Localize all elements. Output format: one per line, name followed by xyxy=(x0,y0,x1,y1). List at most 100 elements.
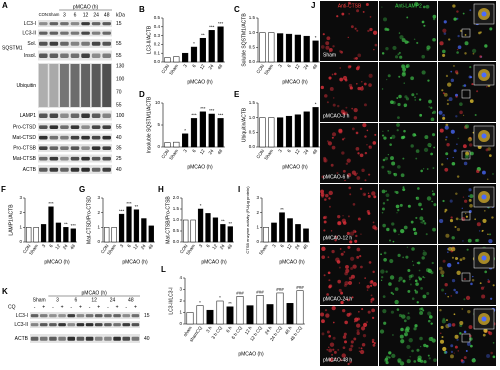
cell-signal xyxy=(470,151,474,156)
cell-signal xyxy=(420,221,423,224)
cell-signal xyxy=(472,275,474,278)
panel-letter: I xyxy=(238,185,240,194)
category-label: 24 xyxy=(303,63,310,70)
cell-signal xyxy=(356,9,360,13)
cell-signal xyxy=(320,85,324,90)
cell-signal xyxy=(347,1,351,5)
cell-signal xyxy=(353,116,358,120)
cell-signal xyxy=(359,255,362,258)
cell-signal xyxy=(356,331,360,336)
cell-signal xyxy=(331,353,333,356)
micrograph xyxy=(379,123,437,183)
panel-letter: E xyxy=(234,90,240,99)
blot-membrane xyxy=(30,312,140,319)
category-label: 6 xyxy=(286,63,292,68)
cell-signal xyxy=(366,209,370,214)
cell-signal xyxy=(402,279,406,283)
group-name: 48 xyxy=(128,297,134,303)
cell-signal xyxy=(356,176,361,180)
cell-signal xyxy=(481,294,486,299)
band xyxy=(67,323,76,327)
micrograph xyxy=(379,306,437,366)
cell-signal xyxy=(391,161,396,166)
cell-signal xyxy=(439,308,442,312)
cell-signal xyxy=(332,97,335,99)
cell-signal xyxy=(397,253,401,257)
inset-nucleus xyxy=(481,194,487,200)
cell-signal xyxy=(370,284,373,287)
cell-signal xyxy=(347,172,352,177)
row-label: LC3-I xyxy=(16,313,28,319)
cell-signal xyxy=(398,75,401,78)
cell-signal xyxy=(337,221,342,226)
cell-signal xyxy=(371,340,375,344)
cell-signal xyxy=(355,234,358,238)
band xyxy=(102,167,111,172)
cell-signal xyxy=(427,79,430,82)
kda-marker: 40 xyxy=(144,336,150,342)
panel-letter: H xyxy=(158,185,164,194)
cell-signal xyxy=(366,129,369,132)
panel-letter: G xyxy=(79,185,85,194)
cell-signal xyxy=(397,209,400,212)
category-label: Sham xyxy=(258,243,269,256)
row-label: Sham xyxy=(323,52,336,58)
y-tick-label: 3 xyxy=(97,195,100,200)
cell-signal xyxy=(324,159,327,162)
bar xyxy=(227,226,233,243)
band xyxy=(49,167,59,172)
cell-signal xyxy=(455,115,458,118)
bar xyxy=(33,227,39,243)
cell-signal xyxy=(399,35,404,40)
inset-nucleus xyxy=(481,133,487,139)
bar xyxy=(287,218,293,243)
cell-signal xyxy=(423,222,427,225)
cell-signal xyxy=(388,351,392,355)
cell-signal xyxy=(342,169,346,173)
significance-label: * xyxy=(315,35,317,40)
cell-signal xyxy=(432,14,437,19)
cell-signal xyxy=(392,45,397,51)
cell-signal xyxy=(432,192,436,196)
y-tick-label: 1 xyxy=(256,225,259,230)
cell-signal xyxy=(430,322,433,325)
treatment-sign: + xyxy=(79,304,82,310)
cell-signal xyxy=(421,70,426,75)
treatment-sign: - xyxy=(89,304,91,310)
cell-signal xyxy=(431,338,436,343)
cell-signal xyxy=(474,218,476,221)
cell-signal xyxy=(328,284,333,288)
cell-signal xyxy=(455,291,459,294)
category-label: 48 h xyxy=(284,325,293,335)
cell-signal xyxy=(382,309,387,314)
cell-signal xyxy=(373,342,376,345)
row-label: Ubiquitin xyxy=(17,83,37,89)
cell-signal xyxy=(482,218,487,223)
category-label: Sham xyxy=(106,243,117,256)
cell-signal xyxy=(465,151,470,156)
band xyxy=(30,336,39,341)
category-label: 24 h xyxy=(264,325,273,335)
category-label: 3 xyxy=(271,243,277,248)
cell-signal xyxy=(468,188,472,192)
cell-signal xyxy=(394,55,399,59)
band xyxy=(91,156,101,161)
cell-signal xyxy=(326,330,330,334)
smear xyxy=(91,64,101,107)
significance-label: ### xyxy=(276,287,284,292)
cell-signal xyxy=(390,156,394,161)
cell-signal xyxy=(420,307,424,311)
cell-signal xyxy=(438,266,443,271)
band xyxy=(91,53,101,58)
cell-signal xyxy=(461,207,463,210)
cell-signal xyxy=(416,348,420,352)
cell-signal xyxy=(411,297,415,300)
cell-signal xyxy=(354,239,358,243)
category-label: 24 xyxy=(294,243,301,250)
cell-signal xyxy=(460,359,464,362)
cell-signal xyxy=(455,192,458,196)
cell-signal xyxy=(384,357,389,361)
cell-signal xyxy=(353,107,358,113)
row-label: ACTB xyxy=(15,336,29,342)
cell-signal xyxy=(454,256,459,261)
